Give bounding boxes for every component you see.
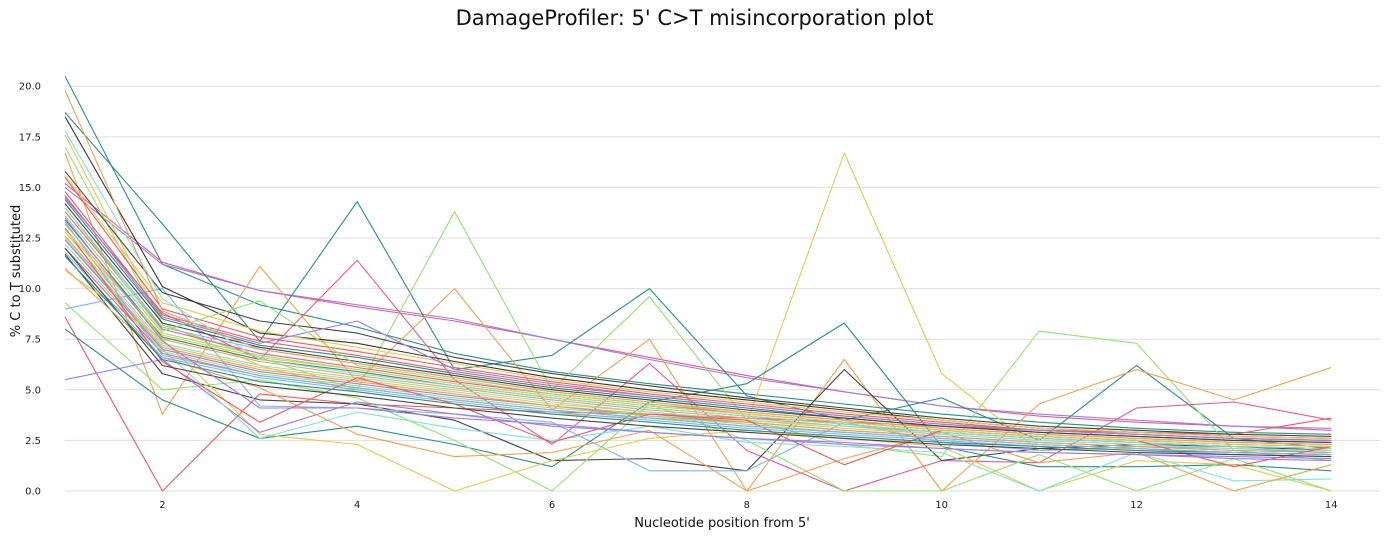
series-line-21 xyxy=(64,199,1332,443)
x-tick-label: 4 xyxy=(354,500,360,511)
series-line-35 xyxy=(64,174,1332,439)
series-line-46 xyxy=(64,217,1332,462)
x-axis-label: Nucleotide position from 5' xyxy=(634,516,810,531)
y-tick-label: 7.5 xyxy=(25,335,41,346)
series-line-16 xyxy=(64,237,1332,492)
series-line-40 xyxy=(64,247,1332,458)
y-tick-label: 20.0 xyxy=(19,82,41,93)
series-lines xyxy=(64,75,1332,492)
y-tick-label: 2.5 xyxy=(25,436,41,447)
x-tick-label: 12 xyxy=(1130,500,1143,511)
series-line-5 xyxy=(64,146,1332,462)
y-tick-label: 10.0 xyxy=(19,284,41,295)
chart-title: DamageProfiler: 5' C>T misincorporation … xyxy=(455,6,934,30)
y-tick-label: 12.5 xyxy=(19,234,41,245)
x-tick-label: 10 xyxy=(935,500,948,511)
x-tick-label: 2 xyxy=(159,500,165,511)
y-tick-label: 15.0 xyxy=(19,183,41,194)
series-line-41 xyxy=(64,255,1332,456)
series-line-1 xyxy=(64,75,1332,435)
series-line-3 xyxy=(64,186,1332,429)
y-tick-label: 17.5 xyxy=(19,132,41,143)
x-tick-label: 6 xyxy=(549,500,555,511)
series-line-45 xyxy=(64,229,1332,448)
y-tick-label: 5.0 xyxy=(25,385,41,396)
series-line-44 xyxy=(64,221,1332,456)
series-line-27 xyxy=(64,247,1332,456)
series-line-11 xyxy=(64,288,1332,472)
series-line-38 xyxy=(64,130,1332,450)
y-axis-ticks: 0.0 2.5 5.0 7.5 10.0 12.5 15.0 17.5 20.0 xyxy=(19,82,41,498)
series-line-28 xyxy=(64,227,1332,452)
series-line-36 xyxy=(64,195,1332,441)
series-line-4 xyxy=(64,112,1332,450)
x-tick-label: 8 xyxy=(744,500,750,511)
y-axis-label: % C to T substituted xyxy=(9,205,24,337)
series-line-7 xyxy=(64,152,1332,492)
series-line-10 xyxy=(64,253,1332,472)
series-line-30 xyxy=(64,203,1332,443)
x-tick-label: 14 xyxy=(1325,500,1338,511)
series-line-43 xyxy=(64,90,1332,446)
series-line-37 xyxy=(64,211,1332,448)
y-tick-label: 0.0 xyxy=(25,487,41,498)
series-line-18 xyxy=(64,170,1332,437)
x-axis-ticks: 2 4 6 8 10 12 14 xyxy=(159,500,1337,511)
series-line-32 xyxy=(64,235,1332,454)
